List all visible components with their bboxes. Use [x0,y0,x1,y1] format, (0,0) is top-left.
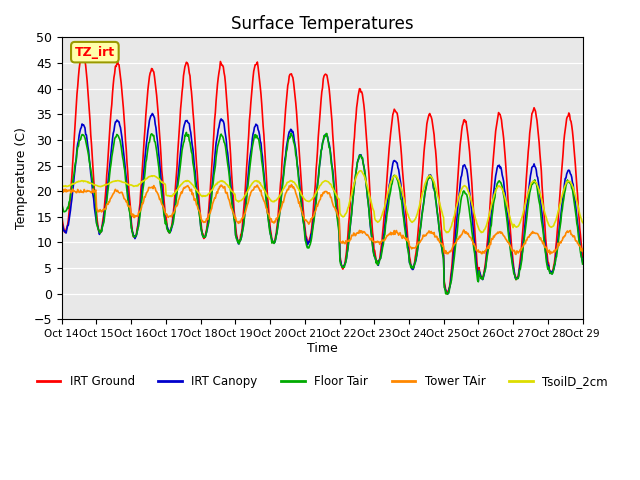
Floor Tair [202,232,210,238]
Line: Floor Tair: Floor Tair [62,132,582,294]
Line: TsoilD_2cm: TsoilD_2cm [62,171,582,232]
Tower TAir [579,248,586,254]
Floor Tair [444,291,451,297]
Floor Tair [58,201,66,206]
IRT Canopy [444,291,452,297]
TsoilD_2cm [121,180,129,185]
IRT Canopy [148,110,156,116]
IRT Canopy [579,259,586,265]
Tower TAir [287,182,295,188]
IRT Ground [122,138,129,144]
Y-axis label: Temperature (C): Temperature (C) [15,127,28,229]
Floor Tair [182,130,190,135]
Legend: IRT Ground, IRT Canopy, Floor Tair, Tower TAir, TsoilD_2cm: IRT Ground, IRT Canopy, Floor Tair, Towe… [32,370,612,393]
IRT Ground [67,182,75,188]
IRT Canopy [58,218,66,224]
IRT Canopy [67,201,75,207]
TsoilD_2cm [357,168,365,174]
TsoilD_2cm [579,220,586,226]
Tower TAir [401,235,409,240]
IRT Ground [386,138,394,144]
Text: TZ_irt: TZ_irt [75,46,115,59]
TsoilD_2cm [477,229,485,235]
TsoilD_2cm [58,183,66,189]
IRT Canopy [401,222,409,228]
TsoilD_2cm [386,181,394,187]
IRT Canopy [175,169,182,175]
Floor Tair [401,228,409,233]
IRT Ground [202,229,210,235]
Tower TAir [386,232,394,238]
Tower TAir [202,219,209,225]
Tower TAir [174,201,182,207]
IRT Ground [58,212,66,218]
IRT Canopy [121,161,129,167]
Tower TAir [121,196,129,202]
IRT Canopy [202,231,210,237]
X-axis label: Time: Time [307,342,337,355]
Line: IRT Canopy: IRT Canopy [62,113,582,294]
IRT Ground [579,254,586,260]
IRT Ground [401,202,409,207]
Tower TAir [512,252,520,257]
Tower TAir [58,188,66,194]
Floor Tair [386,192,394,197]
IRT Ground [79,49,86,55]
IRT Ground [444,291,451,297]
Tower TAir [67,190,75,196]
TsoilD_2cm [202,193,209,199]
Line: IRT Ground: IRT Ground [62,52,582,294]
TsoilD_2cm [401,202,409,208]
Floor Tair [121,168,129,174]
TsoilD_2cm [174,186,182,192]
Floor Tair [67,188,75,194]
IRT Ground [175,140,182,146]
TsoilD_2cm [67,182,75,188]
Floor Tair [174,183,182,189]
Floor Tair [579,261,586,267]
Line: Tower TAir: Tower TAir [62,185,582,254]
IRT Canopy [386,180,394,185]
Title: Surface Temperatures: Surface Temperatures [231,15,413,33]
